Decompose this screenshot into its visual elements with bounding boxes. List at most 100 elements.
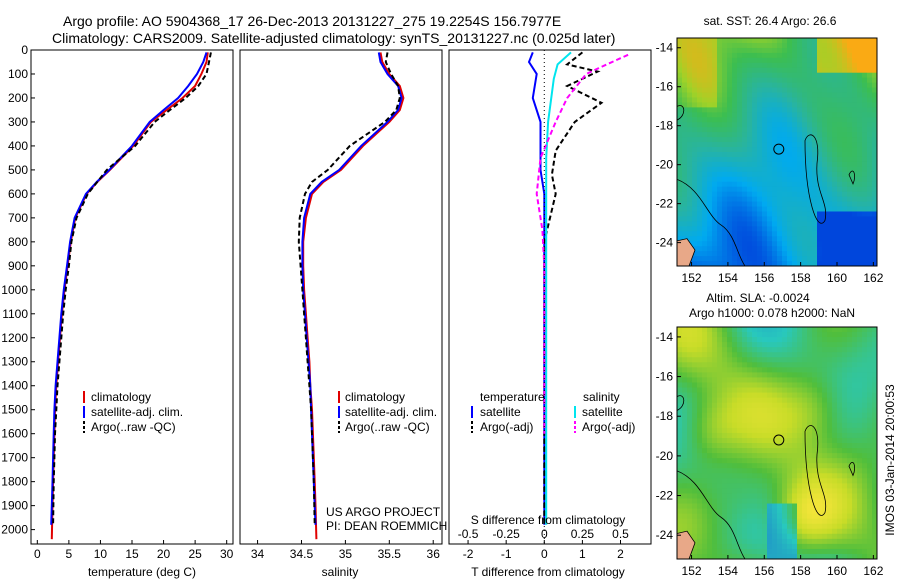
map-cell: [787, 397, 793, 404]
map-cell: [732, 478, 738, 484]
map-cell: [812, 437, 818, 444]
map-cell: [677, 221, 683, 227]
x-tick-label: 34.5: [290, 547, 314, 561]
map-cell: [682, 196, 688, 203]
sla-map-title: Altim. SLA: -0.0024: [706, 291, 810, 305]
map-cell: [687, 191, 693, 198]
map-cell: [792, 528, 798, 535]
map-cell: [682, 382, 688, 389]
map-cell: [822, 142, 828, 148]
map-cell: [827, 443, 833, 449]
map-cell: [702, 347, 708, 353]
map-cell: [692, 543, 698, 550]
map-cell: [812, 236, 818, 242]
map-cell: [812, 196, 818, 203]
map-cell: [742, 77, 748, 84]
map-cell: [697, 453, 703, 459]
map-cell: [812, 112, 818, 118]
map-cell: [847, 191, 853, 198]
map-cell: [837, 67, 843, 74]
map-cell: [742, 427, 748, 434]
map-cell: [692, 478, 698, 484]
map-cell: [782, 347, 788, 353]
map-cell: [707, 221, 713, 227]
map-cell: [842, 67, 848, 74]
map-cell: [772, 256, 778, 262]
map-cell: [677, 42, 683, 49]
map-cell: [872, 191, 877, 198]
map-cell: [712, 332, 718, 338]
map-cell: [752, 538, 758, 545]
map-cell: [822, 518, 828, 525]
map-cell: [857, 181, 863, 188]
map-cell: [837, 216, 843, 222]
map-cell: [692, 483, 698, 489]
map-cell: [707, 367, 713, 373]
map-cell: [782, 236, 788, 242]
map-cell: [777, 397, 783, 404]
map-cell: [802, 161, 808, 168]
legend-temperature-heading: temperature: [480, 390, 545, 404]
map-cell: [807, 97, 813, 104]
map-cell: [782, 437, 788, 444]
map-cell: [817, 473, 823, 479]
map-cell: [832, 367, 838, 373]
map-cell: [687, 412, 693, 419]
map-cell: [772, 347, 778, 353]
contour-line: [804, 425, 827, 516]
map-cell: [707, 226, 713, 232]
map-cell: [722, 412, 728, 419]
map-cell: [867, 97, 873, 104]
map-cell: [722, 206, 728, 213]
map-cell: [717, 443, 723, 449]
map-cell: [867, 156, 873, 163]
map-cell: [837, 402, 843, 409]
map-cell: [812, 186, 818, 193]
map-cell: [842, 137, 848, 143]
map-cell: [782, 327, 788, 333]
map-cell: [717, 387, 723, 394]
map-cell: [677, 412, 683, 419]
map-cell: [677, 342, 683, 348]
depth-tick-label: 700: [8, 211, 28, 225]
map-cell: [747, 417, 753, 424]
map-cell: [807, 548, 813, 555]
map-cell: [792, 412, 798, 419]
map-cell: [842, 478, 848, 484]
map-cell: [812, 47, 818, 54]
map-cell: [697, 176, 703, 183]
map-cell: [742, 392, 748, 399]
map-cell: [767, 372, 773, 379]
map-cell: [812, 102, 818, 108]
map-cell: [697, 137, 703, 143]
map-cell: [797, 483, 803, 489]
map-cell: [737, 102, 743, 108]
map-cell: [687, 518, 693, 525]
map-cell: [852, 362, 858, 368]
map-cell: [752, 543, 758, 550]
map-cell: [832, 417, 838, 424]
map-cell: [832, 498, 838, 505]
map-cell: [817, 122, 823, 128]
map-cell: [847, 236, 853, 242]
map-cell: [757, 256, 763, 262]
map-cell: [727, 488, 733, 495]
map-cell: [757, 523, 763, 530]
map-cell: [752, 226, 758, 232]
map-cell: [862, 412, 868, 419]
map-cell: [707, 87, 713, 94]
map-cell: [752, 528, 758, 535]
map-cell: [737, 171, 743, 178]
map-cell: [757, 156, 763, 163]
map-cell: [852, 543, 858, 550]
map-cell: [747, 216, 753, 222]
map-cell: [797, 77, 803, 84]
map-cell: [682, 176, 688, 183]
map-cell: [772, 508, 778, 515]
map-cell: [767, 112, 773, 118]
map-cell: [837, 261, 843, 266]
map-cell: [777, 201, 783, 208]
map-cell: [707, 458, 713, 464]
map-cell: [827, 137, 833, 143]
map-cell: [827, 246, 833, 252]
